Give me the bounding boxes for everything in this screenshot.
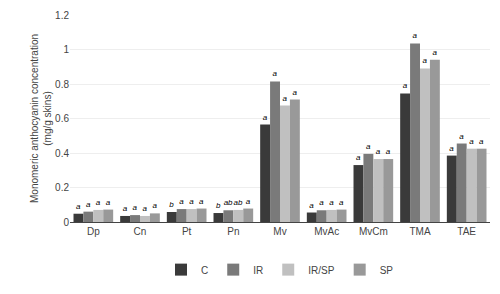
svg-text:a: a — [189, 197, 194, 206]
svg-text:IR: IR — [253, 265, 263, 276]
svg-text:a: a — [273, 69, 278, 78]
svg-text:Cn: Cn — [134, 226, 147, 237]
svg-text:a: a — [96, 198, 101, 207]
svg-text:a: a — [123, 204, 128, 213]
svg-text:a: a — [459, 132, 464, 141]
svg-text:a: a — [449, 144, 454, 153]
svg-text:a: a — [376, 147, 381, 156]
svg-text:a: a — [422, 56, 427, 65]
svg-text:a: a — [432, 48, 437, 57]
svg-text:a: a — [282, 94, 287, 103]
svg-text:a: a — [356, 153, 361, 162]
svg-text:C: C — [201, 265, 208, 276]
svg-text:a: a — [339, 198, 344, 207]
svg-text:a: a — [309, 201, 314, 210]
svg-text:a: a — [479, 137, 484, 146]
svg-text:ab: ab — [234, 198, 243, 207]
svg-text:a: a — [179, 197, 184, 206]
svg-text:Monomeric anthocyanin concentr: Monomeric anthocyanin concentration(mg/g… — [29, 34, 53, 203]
svg-text:MvCm: MvCm — [359, 226, 388, 237]
svg-text:a: a — [329, 198, 334, 207]
svg-text:IR/SP: IR/SP — [308, 265, 334, 276]
svg-text:1.2: 1.2 — [55, 10, 69, 21]
svg-text:Pt: Pt — [182, 226, 192, 237]
svg-text:MvAc: MvAc — [314, 226, 339, 237]
svg-text:a: a — [199, 197, 204, 206]
svg-text:Mv: Mv — [273, 226, 286, 237]
svg-text:a: a — [413, 31, 418, 40]
svg-text:a: a — [152, 201, 157, 210]
svg-text:Dp: Dp — [87, 226, 100, 237]
svg-text:a: a — [292, 88, 297, 97]
svg-text:a: a — [133, 203, 138, 212]
svg-text:b: b — [216, 201, 221, 210]
svg-text:1: 1 — [63, 44, 69, 55]
svg-text:a: a — [86, 200, 91, 209]
svg-text:b: b — [169, 200, 174, 209]
svg-text:0.6: 0.6 — [55, 113, 69, 124]
svg-text:a: a — [403, 81, 408, 90]
svg-text:Pn: Pn — [227, 226, 239, 237]
svg-text:a: a — [76, 202, 81, 211]
svg-text:a: a — [469, 137, 474, 146]
svg-text:a: a — [263, 113, 268, 122]
svg-text:0.4: 0.4 — [55, 148, 69, 159]
svg-text:a: a — [366, 142, 371, 151]
svg-text:TAE: TAE — [457, 226, 476, 237]
svg-text:a: a — [106, 198, 111, 207]
svg-text:TMA: TMA — [409, 226, 430, 237]
svg-text:0.8: 0.8 — [55, 79, 69, 90]
svg-text:a: a — [319, 198, 324, 207]
svg-text:SP: SP — [380, 265, 394, 276]
svg-text:a: a — [246, 197, 251, 206]
svg-text:a: a — [142, 204, 147, 213]
svg-text:ab: ab — [224, 198, 233, 207]
svg-text:0: 0 — [63, 217, 69, 228]
svg-text:0.2: 0.2 — [55, 182, 69, 193]
svg-text:a: a — [386, 147, 391, 156]
